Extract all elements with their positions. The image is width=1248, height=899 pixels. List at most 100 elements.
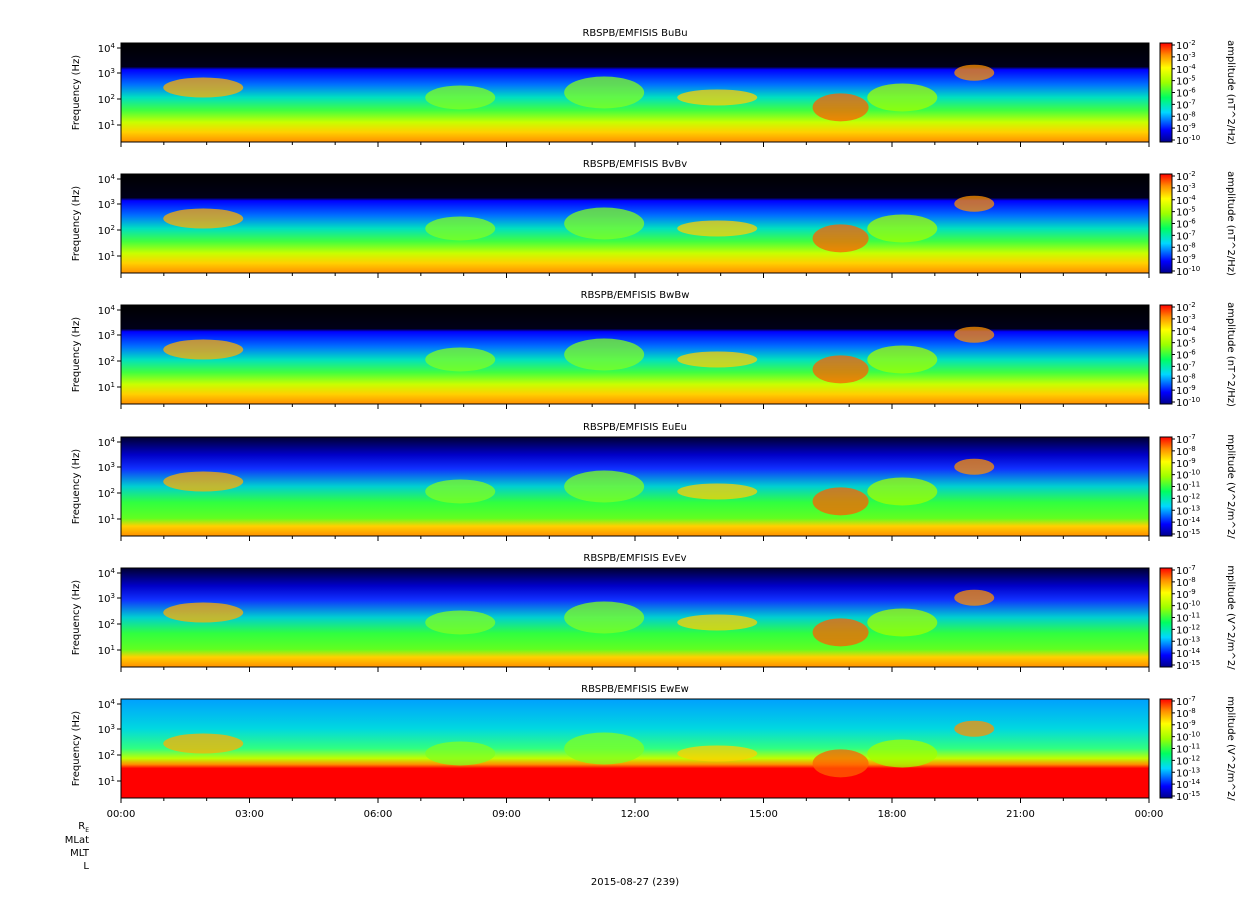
y-tick-label: 104: [98, 436, 116, 449]
emission-feature: [954, 720, 995, 737]
colorbar: [1159, 436, 1173, 537]
y-tick-label: 101: [98, 775, 115, 788]
emission-feature: [867, 608, 938, 637]
emission-feature: [163, 339, 244, 360]
colorbar-tick-label: 10-8: [1176, 576, 1196, 589]
y-tick-label: 103: [98, 67, 115, 80]
y-tick-label: 101: [98, 119, 115, 132]
y-tick-label: 101: [98, 513, 115, 526]
emission-feature: [954, 195, 995, 212]
colorbar-tick-label: 10-8: [1176, 241, 1196, 254]
emission-feature: [812, 749, 869, 778]
colorbar-tick-label: 10-6: [1176, 349, 1196, 362]
y-axis-label: Frequency (Hz): [71, 580, 82, 656]
emission-feature: [425, 610, 496, 635]
colorbar-tick-label: 10-8: [1176, 445, 1196, 458]
panel-title: RBSPB/EMFISIS BwBw: [581, 290, 690, 301]
emission-feature: [425, 741, 496, 766]
emission-feature: [867, 345, 938, 374]
colorbar-tick-label: 10-9: [1176, 384, 1196, 397]
colorbar-tick-label: 10-5: [1176, 75, 1196, 88]
ephemeris-label: MLat: [65, 835, 89, 846]
x-tick-label: 00:00: [1135, 809, 1164, 820]
y-tick-label: 101: [98, 381, 115, 394]
colorbar-label: amplitude (nT^2/Hz): [1225, 171, 1236, 276]
x-tick-label: 12:00: [621, 809, 650, 820]
colorbar-tick-label: 10-10: [1176, 731, 1200, 744]
emission-feature: [954, 589, 995, 606]
colorbar-tick-label: 10-13: [1176, 635, 1200, 648]
y-axis-label: Frequency (Hz): [71, 449, 82, 525]
colorbar-tick-label: 10-7: [1176, 564, 1196, 577]
colorbar-tick-label: 10-8: [1176, 707, 1196, 720]
y-tick-label: 101: [98, 644, 115, 657]
colorbar-tick-label: 10-12: [1176, 492, 1200, 505]
colorbar-tick-label: 10-8: [1176, 372, 1196, 385]
colorbar-label: amplitude (nT^2/Hz): [1225, 40, 1236, 145]
colorbar-tick-label: 10-15: [1176, 659, 1200, 672]
emission-feature: [425, 216, 496, 241]
ephemeris-label: RE: [78, 821, 89, 834]
x-tick-label: 06:00: [364, 809, 393, 820]
colorbar-tick-label: 10-10: [1176, 469, 1200, 482]
colorbar-tick-label: 10-12: [1176, 623, 1200, 636]
ephemeris-label: MLT: [70, 848, 90, 859]
colorbar-tick-label: 10-7: [1176, 360, 1196, 373]
panel-title: RBSPB/EMFISIS EwEw: [581, 684, 689, 695]
emission-feature: [677, 220, 758, 237]
colorbar: [1159, 304, 1173, 405]
colorbar-tick-label: 10-15: [1176, 790, 1200, 803]
colorbar-tick-label: 10-7: [1176, 695, 1196, 708]
x-tick-label: 00:00: [107, 809, 136, 820]
colorbar-tick-label: 10-7: [1176, 229, 1196, 242]
colorbar-tick-label: 10-9: [1176, 457, 1196, 470]
y-tick-label: 104: [98, 304, 116, 317]
emission-feature: [812, 487, 869, 516]
colorbar-tick-label: 10-5: [1176, 206, 1196, 219]
colorbar-tick-label: 10-2: [1176, 301, 1196, 314]
y-tick-label: 103: [98, 461, 115, 474]
y-tick-label: 103: [98, 329, 115, 342]
y-tick-label: 102: [98, 487, 115, 500]
emission-feature: [163, 602, 244, 623]
emission-feature: [812, 355, 869, 384]
y-tick-label: 102: [98, 749, 115, 762]
panel-title: RBSPB/EMFISIS EuEu: [583, 422, 687, 433]
emission-feature: [425, 347, 496, 372]
emission-feature: [425, 479, 496, 504]
emission-feature: [163, 208, 244, 229]
colorbar-tick-label: 10-4: [1176, 325, 1196, 338]
colorbar-tick-label: 10-9: [1176, 253, 1196, 266]
emission-feature: [564, 601, 645, 634]
spectrogram-panel: RBSPB/EMFISIS BwBw 101 102 103 104 Frequency …: [71, 290, 1236, 409]
colorbar-tick-label: 10-6: [1176, 218, 1196, 231]
y-tick-label: 104: [98, 42, 116, 55]
emission-feature: [564, 76, 645, 109]
emission-feature: [867, 477, 938, 506]
emission-feature: [425, 85, 496, 110]
panel-title: RBSPB/EMFISIS BvBv: [583, 159, 687, 170]
colorbar-tick-label: 10-15: [1176, 528, 1200, 541]
colorbar-tick-label: 10-9: [1176, 719, 1196, 732]
colorbar-tick-label: 10-8: [1176, 110, 1196, 123]
colorbar-tick-label: 10-13: [1176, 504, 1200, 517]
x-tick-label: 03:00: [235, 809, 264, 820]
spectrogram-panel: RBSPB/EMFISIS EvEv 101 102 103 104 Frequency …: [71, 553, 1236, 672]
emission-feature: [867, 83, 938, 112]
emission-feature: [954, 64, 995, 81]
colorbar-tick-label: 10-5: [1176, 337, 1196, 350]
colorbar-tick-label: 10-4: [1176, 63, 1196, 76]
y-tick-label: 104: [98, 173, 116, 186]
colorbar-tick-label: 10-10: [1176, 396, 1200, 409]
emission-feature: [812, 93, 869, 122]
emission-feature: [867, 214, 938, 243]
spectrogram-panel: RBSPB/EMFISIS BvBv 101 102 103 104 Frequency …: [71, 159, 1236, 278]
x-tick-label: 18:00: [878, 809, 907, 820]
y-axis-label: Frequency (Hz): [71, 317, 82, 393]
y-tick-label: 104: [98, 698, 116, 711]
colorbar-tick-label: 10-12: [1176, 754, 1200, 767]
colorbar-tick-label: 10-2: [1176, 170, 1196, 183]
y-tick-label: 101: [98, 250, 115, 263]
emission-feature: [677, 483, 758, 500]
ephemeris-label: L: [83, 861, 89, 872]
